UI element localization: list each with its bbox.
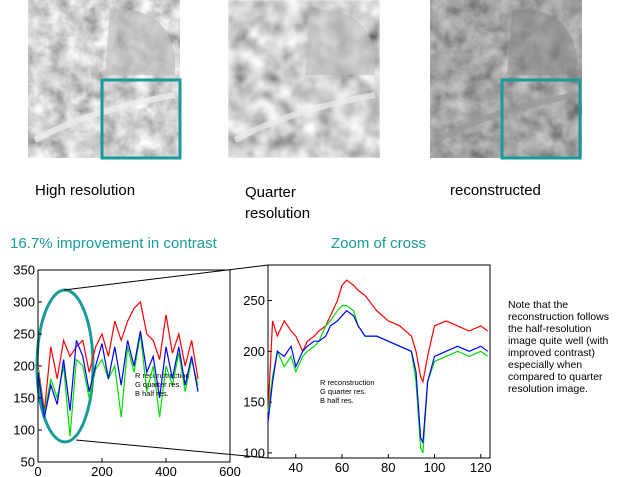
x-tick-label: 400	[155, 464, 177, 477]
figure: 16.7% improvement in contrast 50 100 150 200…	[0, 0, 627, 477]
y-tick-label: 150	[243, 395, 265, 410]
x-tick-label: 200	[91, 464, 113, 477]
legend-label: B half res.	[135, 389, 169, 398]
y-tick-label: 250	[243, 293, 265, 308]
legend-label: R reconstruction	[320, 378, 375, 387]
x-tick-label: 120	[470, 460, 492, 475]
y-tick-label: 200	[243, 344, 265, 359]
y-tick-label: 300	[13, 295, 35, 310]
image-reconstructed	[430, 0, 582, 158]
x-tick-label: 100	[424, 460, 446, 475]
y-tick-label: 100	[13, 423, 35, 438]
caption: High resolution	[35, 182, 135, 199]
y-tick-label: 250	[13, 327, 35, 342]
x-tick-label: 0	[34, 464, 41, 477]
data-line	[268, 280, 488, 412]
image-quarter	[228, 0, 380, 158]
y-tick-label: 50	[21, 455, 35, 470]
plot-frame	[268, 265, 490, 458]
chart-title: 16.7% improvement in contrast	[10, 235, 218, 252]
page: {"captions":["High resolution","Quarter …	[0, 0, 627, 477]
y-tick-label: 200	[13, 359, 35, 374]
x-tick-label: 40	[289, 460, 303, 475]
legend-label: B half res.	[320, 396, 354, 405]
x-tick-label: 60	[335, 460, 349, 475]
x-tick-label: 80	[381, 460, 395, 475]
y-tick-label: 350	[13, 263, 35, 278]
legend-label: G quarter res.	[320, 387, 366, 396]
x-tick-label: 600	[219, 464, 241, 477]
data-line	[268, 311, 488, 443]
y-tick-label: 100	[243, 445, 265, 460]
y-tick-label: 150	[13, 391, 35, 406]
data-line	[268, 306, 488, 453]
caption: Quarter resolution	[245, 182, 335, 224]
zoom-callout	[37, 265, 268, 458]
caption: reconstructed	[450, 182, 541, 199]
chart-title: Zoom of cross	[331, 235, 426, 252]
image-high	[28, 0, 180, 158]
note: Note that the reconstruction follows the…	[508, 299, 620, 395]
